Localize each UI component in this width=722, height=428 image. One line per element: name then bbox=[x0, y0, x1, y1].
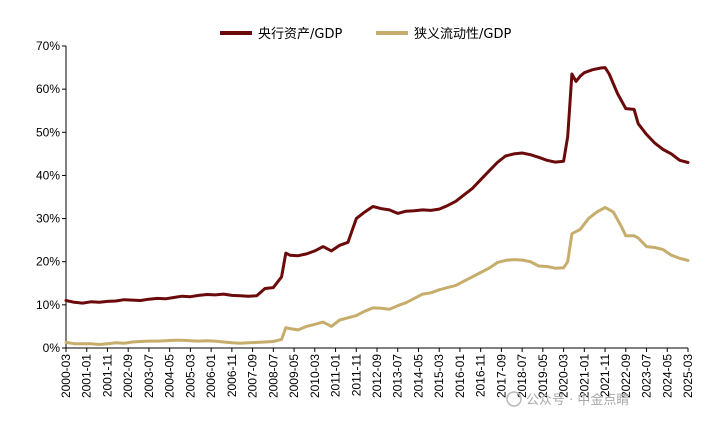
series-line-2 bbox=[64, 205, 690, 346]
x-tick-label: 2019-05 bbox=[536, 354, 550, 398]
y-tick-label: 50% bbox=[36, 125, 60, 139]
y-tick-label: 70% bbox=[36, 39, 60, 53]
x-tick-label: 2021-01 bbox=[577, 354, 591, 398]
x-tick-label: 2020-03 bbox=[557, 354, 571, 398]
x-tick-label: 2011-11 bbox=[349, 354, 363, 397]
x-tick-label: 2005-03 bbox=[183, 354, 197, 398]
x-tick-label: 2002-09 bbox=[121, 354, 135, 398]
x-tick-label: 2000-03 bbox=[59, 354, 73, 398]
x-tick-label: 2011-01 bbox=[329, 354, 343, 397]
y-tick-label: 30% bbox=[36, 212, 60, 226]
x-tick-label: 2022-09 bbox=[619, 354, 633, 398]
y-tick-label: 20% bbox=[36, 255, 60, 269]
y-tick-label: 10% bbox=[36, 298, 60, 312]
x-tick-label: 2025-03 bbox=[681, 354, 695, 398]
x-tick-label: 2003-07 bbox=[142, 354, 156, 398]
legend-label-1: 央行资产/GDP bbox=[258, 27, 342, 42]
x-tick-label: 2016-11 bbox=[474, 354, 488, 397]
y-tick-label: 60% bbox=[36, 82, 60, 96]
x-tick-label: 2008-07 bbox=[266, 354, 280, 398]
series-layer bbox=[64, 66, 690, 346]
x-tick-label: 2013-07 bbox=[391, 354, 405, 398]
x-tick-label: 2009-05 bbox=[287, 354, 301, 398]
x-tick-label: 2017-09 bbox=[494, 354, 508, 398]
x-tick-label: 2016-01 bbox=[453, 354, 467, 398]
x-tick-label: 2010-03 bbox=[308, 354, 322, 398]
axes: 0% 10% 20% 30% 40% 50% 60% 70% 2000-03 2001-01 200… bbox=[36, 39, 695, 398]
x-tick-label: 2001-01 bbox=[80, 354, 94, 398]
x-tick-label: 2015-03 bbox=[432, 354, 446, 398]
x-tick-label: 2018-07 bbox=[515, 354, 529, 398]
x-tick-label: 2024-05 bbox=[660, 354, 674, 398]
legend-label-2: 狭义流动性/GDP bbox=[414, 27, 511, 42]
x-tick-label: 2012-09 bbox=[370, 354, 384, 398]
x-tick-label: 2001-11 bbox=[100, 354, 114, 397]
x-tick-label: 2006-01 bbox=[204, 354, 218, 398]
x-tick-label: 2006-11 bbox=[225, 354, 239, 397]
x-tick-label: 2004-05 bbox=[163, 354, 177, 398]
y-tick-label: 40% bbox=[36, 168, 60, 182]
series-line-1 bbox=[64, 66, 690, 305]
watermark: 公众号 · 中金点睛 bbox=[506, 391, 629, 408]
legend: 央行资产/GDP 狭义流动性/GDP bbox=[220, 27, 511, 42]
x-tick-label: 2021-11 bbox=[598, 354, 612, 397]
watermark-icon bbox=[506, 391, 522, 407]
y-tick-label: 0% bbox=[43, 341, 61, 355]
watermark-text: 公众号 · 中金点睛 bbox=[526, 392, 629, 408]
x-tick-label: 2007-09 bbox=[246, 354, 260, 398]
x-tick-label: 2023-07 bbox=[640, 354, 654, 398]
x-tick-label: 2014-05 bbox=[411, 354, 425, 398]
